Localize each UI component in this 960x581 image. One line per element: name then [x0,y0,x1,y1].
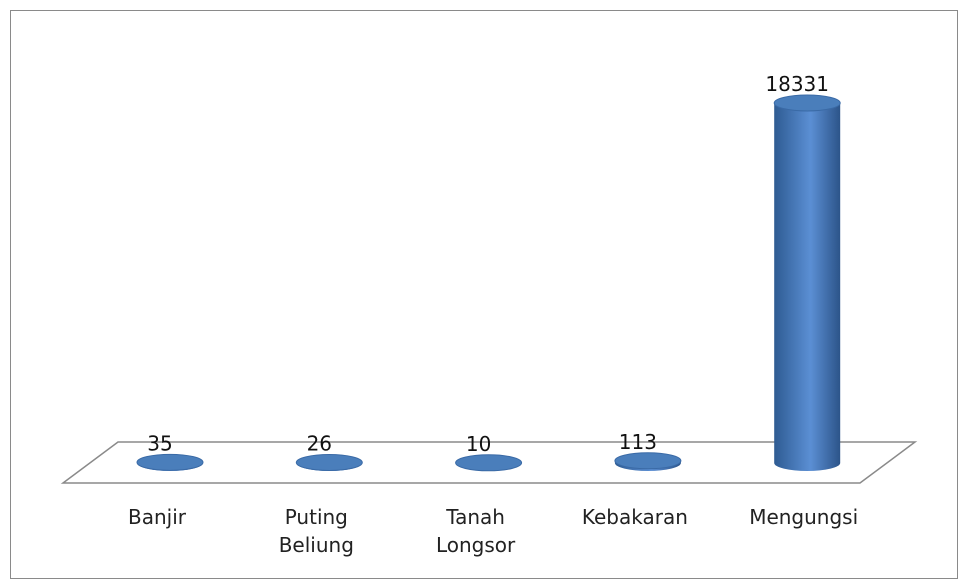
value-label: 113 [619,430,657,454]
bar [295,453,363,471]
value-label: 35 [147,431,172,455]
bar [455,454,523,472]
bar [136,453,204,471]
bar [614,452,682,471]
bar-top [614,452,682,470]
value-label: 26 [307,431,332,455]
x-tick-label: Tanah Longsor [435,505,516,557]
bar-top [295,453,363,471]
x-tick-label: Kebakaran [581,505,688,529]
bar-top [773,94,841,112]
value-label: 10 [466,432,491,456]
x-tick-label: Banjir [128,505,186,529]
bar-top [455,454,523,472]
bar [773,94,841,471]
x-tick-label: Mengungsi [749,505,859,529]
bar-top [136,453,204,471]
bar-body [774,103,841,471]
x-tick-label: Puting Beliung [278,505,354,557]
value-label: 18331 [765,72,829,96]
